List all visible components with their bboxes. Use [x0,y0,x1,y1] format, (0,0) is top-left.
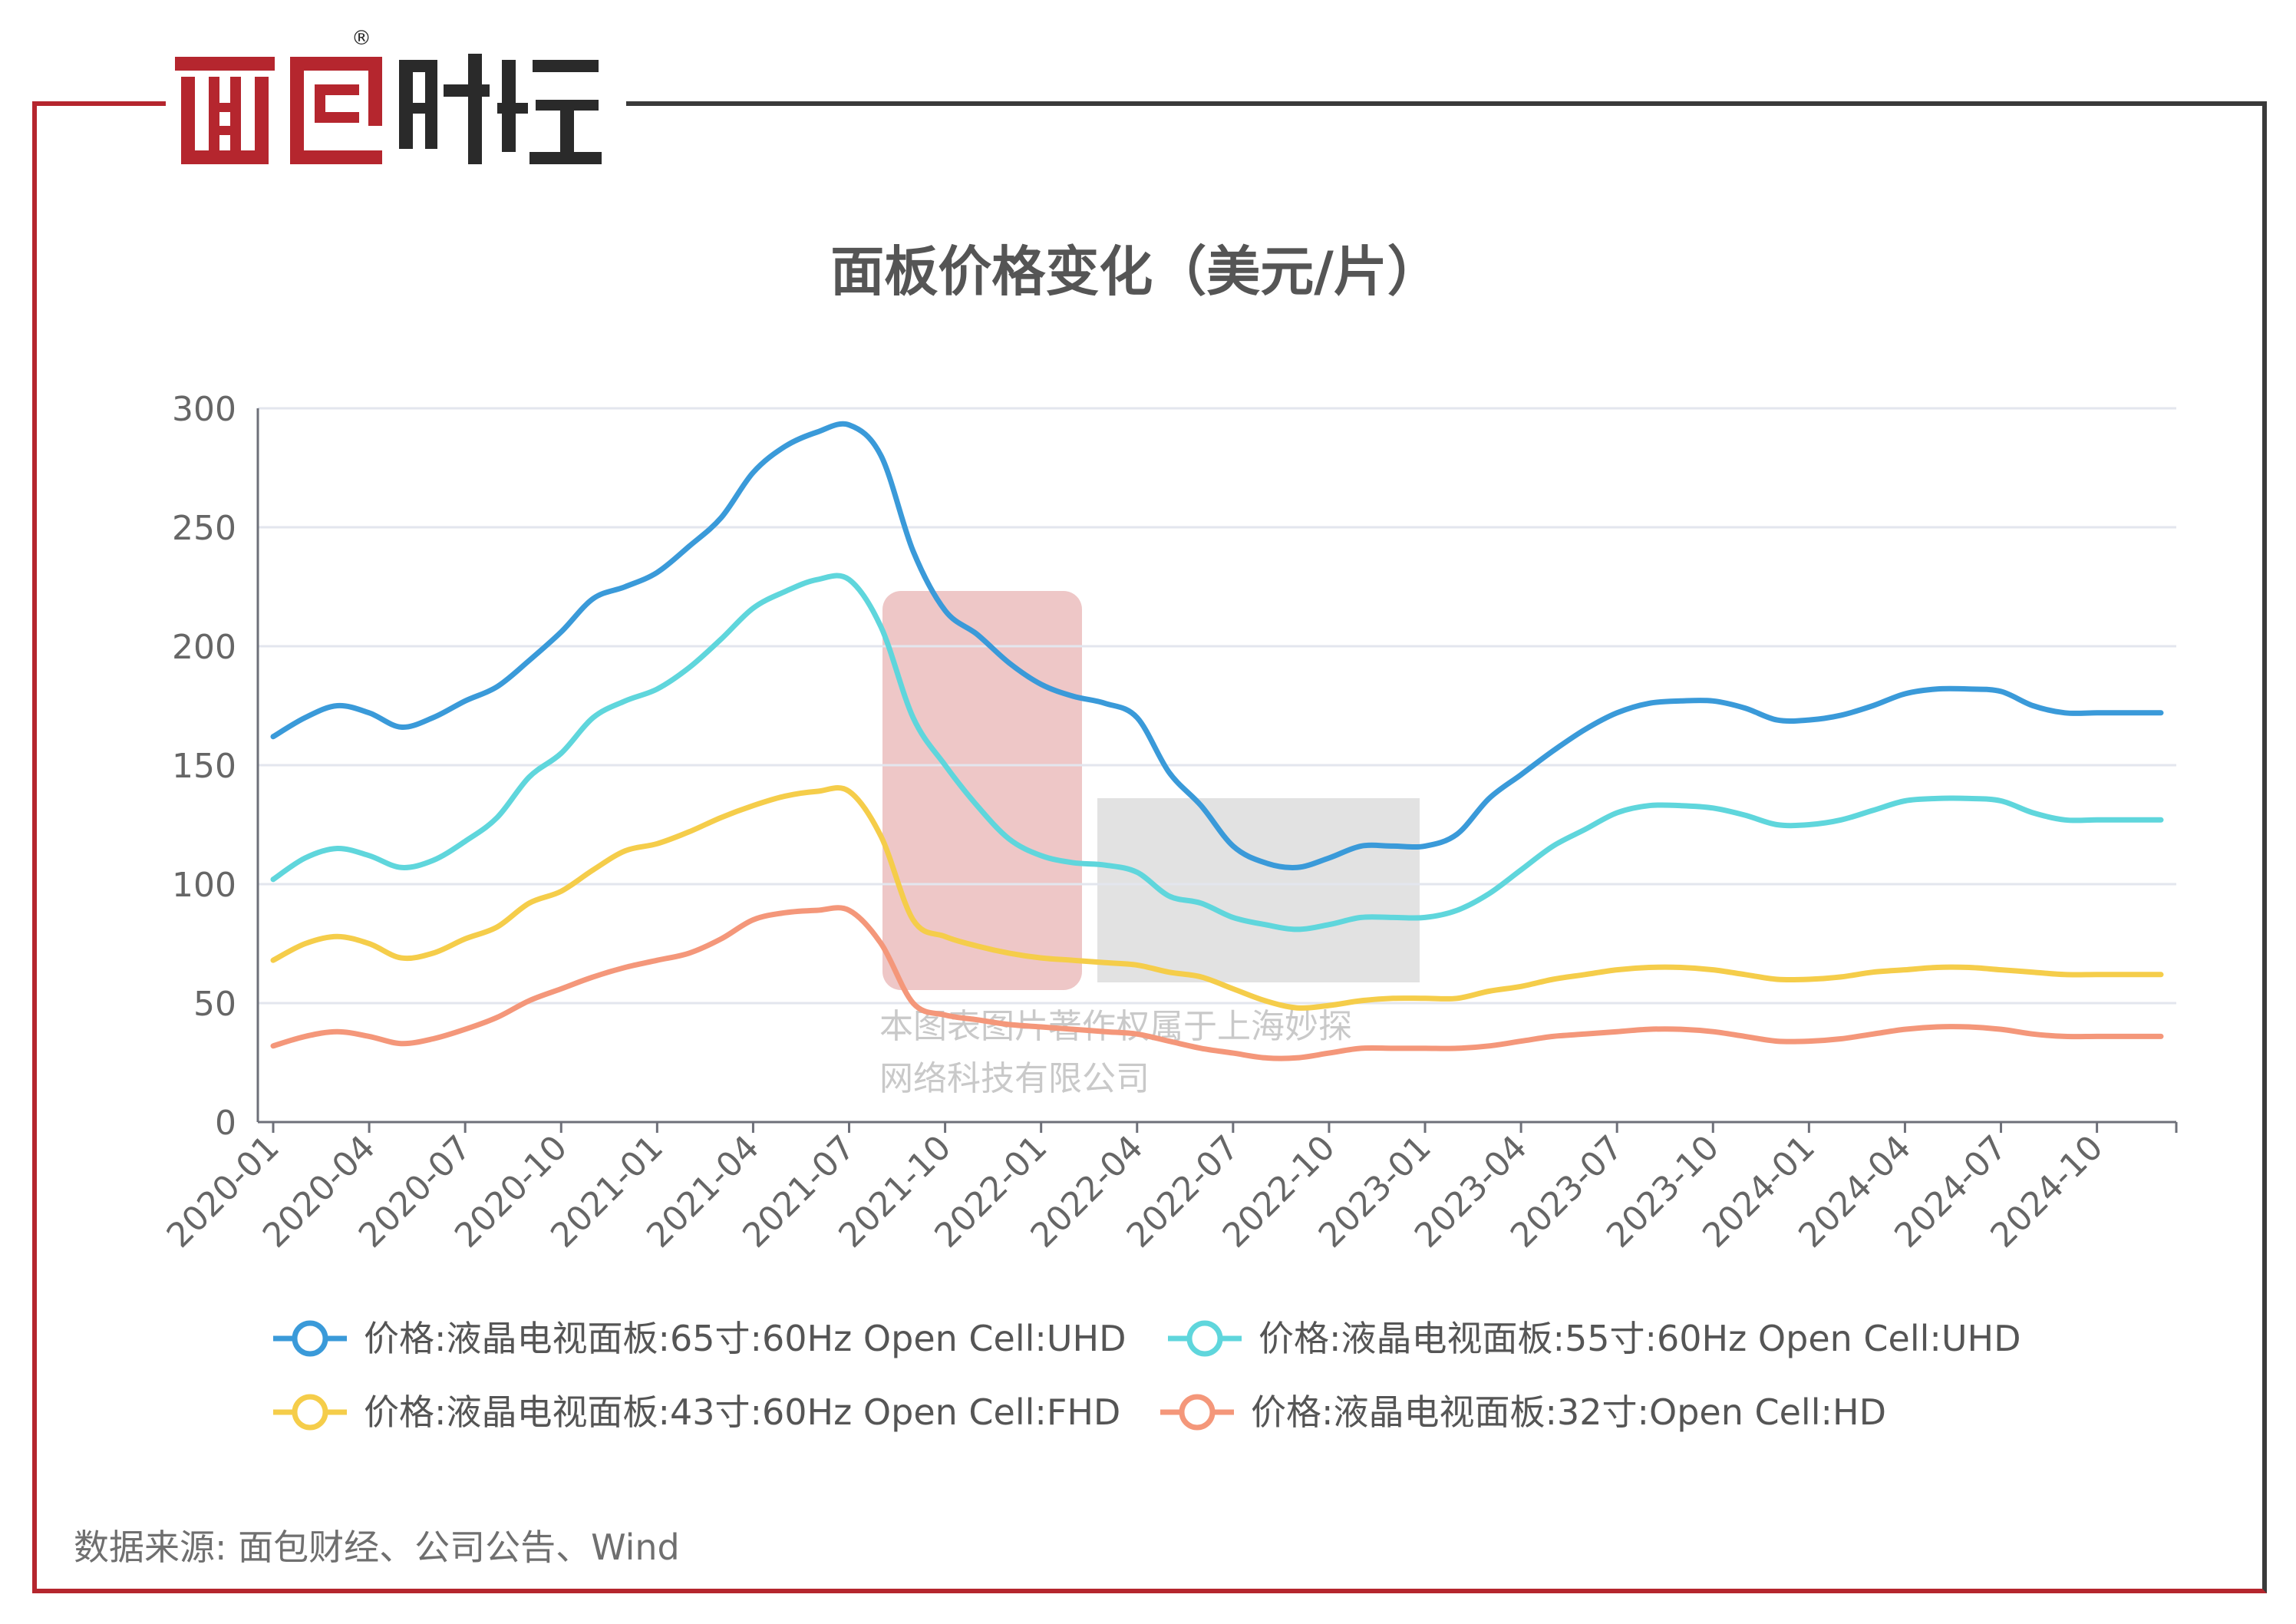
y-tick-label: 200 [172,628,236,667]
brand-logo: ® [175,27,602,164]
y-tick-label: 250 [172,509,236,548]
legend-label-1: 价格:液晶电视面板:65寸:60Hz Open Cell:UHD [364,1318,1127,1359]
y-tick-label: 300 [172,390,236,429]
legend-label-3: 价格:液晶电视面板:43寸:60Hz Open Cell:FHD [364,1391,1120,1433]
legend-label-2: 价格:液晶电视面板:55寸:60Hz Open Cell:UHD [1259,1318,2021,1359]
series-line-1 [270,421,2164,871]
svg-text:®: ® [351,27,371,50]
legend-marker-3 [292,1394,328,1431]
y-tick-label: 0 [215,1104,236,1143]
series-line-4 [270,905,2164,1061]
legend-marker-4 [1179,1394,1216,1431]
legend-marker-2 [1186,1320,1223,1357]
watermark-logo-block [882,591,1082,990]
watermark-logo-block-2 [1097,798,1420,982]
data-source-note: 数据来源: 面包财经、公司公告、Wind [74,1527,680,1568]
chart-title: 面板价格变化（美元/片） [830,240,1441,303]
series-line-2 [270,573,2164,932]
series-line-3 [270,785,2164,1011]
watermark-text-1: 本图表图片著作权属于上海妙探 [879,1007,1352,1046]
watermark-text-2: 网络科技有限公司 [879,1059,1150,1098]
legend-label-4: 价格:液晶电视面板:32寸:Open Cell:HD [1251,1391,1886,1433]
y-tick-label: 150 [172,747,236,786]
logo-backdrop [166,15,626,169]
y-tick-label: 100 [172,866,236,905]
frame-accent [32,101,175,106]
legend-marker-1 [292,1320,328,1357]
frame-border [32,101,2267,1593]
y-tick-label: 50 [193,985,236,1024]
